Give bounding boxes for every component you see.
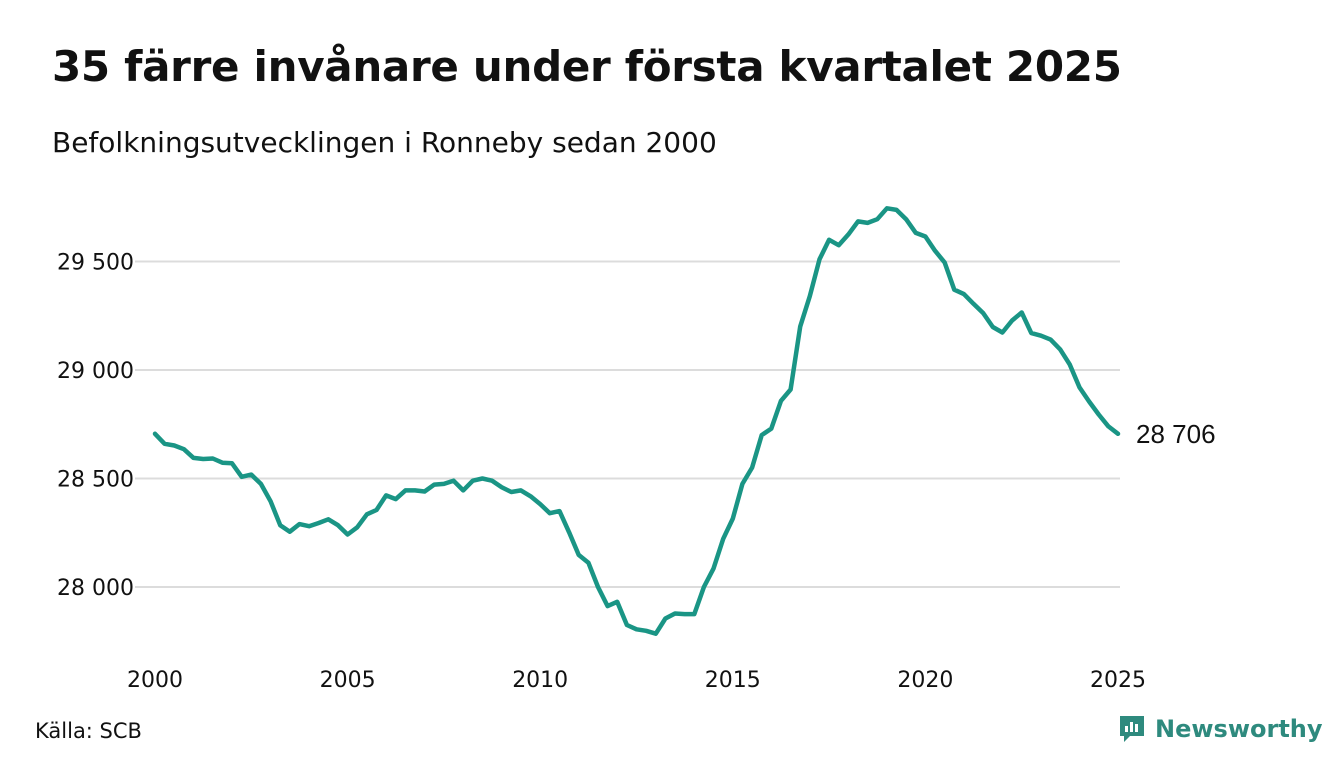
y-tick-label: 29 000 <box>57 359 134 384</box>
newsworthy-icon <box>1120 716 1144 742</box>
y-tick-label: 29 500 <box>57 251 134 276</box>
x-axis: 2000 2005 2010 2015 2020 2025 <box>127 668 1146 693</box>
end-value-label: 28 706 <box>1136 419 1216 449</box>
gridlines <box>135 260 1120 588</box>
brand-name: Newsworthy <box>1155 715 1323 743</box>
source-note: Källa: SCB <box>35 719 142 743</box>
annotation-layer: 28 706 <box>1136 419 1216 449</box>
x-tick-label: 2000 <box>127 668 183 693</box>
y-tick-label: 28 500 <box>57 468 134 493</box>
series-layer <box>152 206 1121 636</box>
brand-logo[interactable]: Newsworthy <box>1117 713 1323 745</box>
x-tick-label: 2015 <box>705 668 761 693</box>
x-tick-label: 2025 <box>1090 668 1146 693</box>
y-tick-label: 28 000 <box>57 576 134 601</box>
x-tick-label: 2010 <box>512 668 568 693</box>
line-chart: 28 000 28 500 29 000 29 500 2000 2005 2010 201… <box>57 206 1216 693</box>
y-axis: 28 000 28 500 29 000 29 500 <box>57 251 134 602</box>
chart-subtitle: Befolkningsutvecklingen i Ronneby sedan … <box>52 126 717 159</box>
x-tick-label: 2020 <box>897 668 953 693</box>
series-line <box>152 206 1121 636</box>
chart-title: 35 färre invånare under första kvartalet… <box>52 42 1122 91</box>
x-tick-label: 2005 <box>320 668 376 693</box>
